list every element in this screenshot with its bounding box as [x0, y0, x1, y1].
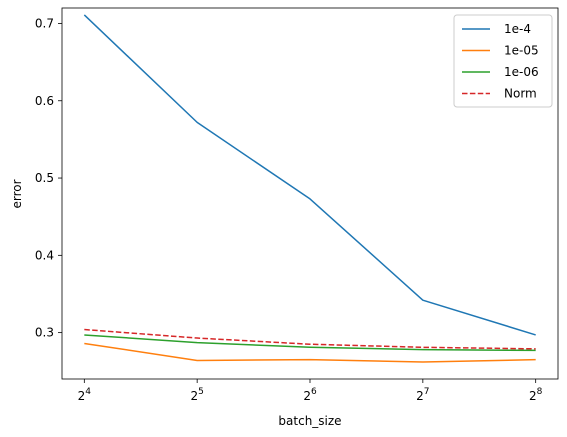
- y-tick-label: 0.5: [35, 171, 54, 185]
- x-tick-base: 2: [416, 389, 424, 403]
- x-tick-label: 26: [303, 387, 317, 403]
- x-tick-exponent: 8: [537, 387, 543, 397]
- x-tick-exponent: 6: [311, 387, 317, 397]
- x-tick-label: 25: [190, 387, 203, 403]
- x-tick-label: 24: [78, 387, 92, 403]
- x-tick-label: 28: [529, 387, 543, 403]
- series-line-2: [84, 334, 536, 352]
- y-axis-label: error: [10, 179, 24, 208]
- legend-label: Norm: [504, 87, 537, 101]
- x-axis-label: batch_size: [278, 414, 341, 428]
- x-tick-base: 2: [190, 389, 198, 403]
- y-tick-label: 0.4: [35, 248, 54, 262]
- x-tick-exponent: 5: [198, 387, 204, 397]
- legend-label: 1e-4: [504, 22, 531, 36]
- x-axis: 24 25 26 27 28: [78, 379, 543, 403]
- series-layer: [83, 14, 536, 363]
- x-tick-exponent: 7: [424, 387, 430, 397]
- x-tick-base: 2: [529, 389, 537, 403]
- x-tick-exponent: 4: [85, 387, 91, 397]
- y-tick-label: 0.7: [35, 16, 54, 30]
- legend-label: 1e-06: [504, 65, 539, 79]
- x-tick-base: 2: [78, 389, 86, 403]
- y-tick-label: 0.3: [35, 326, 54, 340]
- y-tick-label: 0.6: [35, 94, 54, 108]
- series-line-0: [83, 14, 536, 336]
- legend-box: [453, 14, 553, 108]
- y-axis: 0.3 0.4 0.5 0.6 0.7: [35, 16, 62, 340]
- x-tick-base: 2: [303, 389, 311, 403]
- legend-label: 1e-05: [504, 44, 539, 58]
- series-line-1: [84, 342, 536, 363]
- series-line-3: [84, 328, 536, 350]
- x-tick-label: 27: [416, 387, 429, 403]
- legend: 1e-4 1e-05 1e-06 Norm: [453, 14, 553, 108]
